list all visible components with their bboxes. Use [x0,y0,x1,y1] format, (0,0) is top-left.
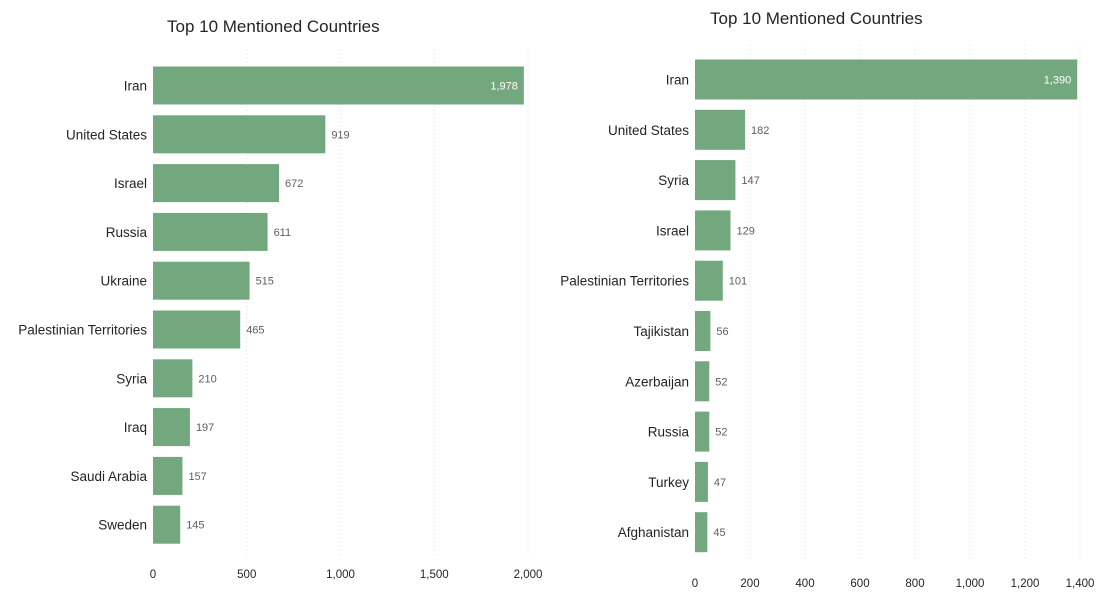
category-label: Palestinian Territories [560,274,689,289]
bar[interactable] [695,160,736,201]
data-label: 52 [715,376,727,388]
category-label: Afghanistan [618,525,689,540]
category-label: Ukraine [100,274,147,289]
x-tick-label: 200 [740,578,759,590]
chart-title-right: Top 10 Mentioned Countries [710,9,923,28]
data-label: 465 [246,325,264,337]
data-label: 1,978 [490,81,518,93]
data-label: 611 [274,227,292,239]
bar[interactable] [153,164,279,203]
data-label: 56 [716,326,728,338]
category-label: Iran [124,79,147,94]
data-label: 129 [736,225,754,237]
data-label: 101 [729,276,747,288]
bar[interactable] [695,59,1078,100]
bar[interactable] [695,109,746,150]
chart-title-left: Top 10 Mentioned Countries [167,17,380,36]
category-label: Azerbaijan [625,374,689,389]
bar[interactable] [153,115,326,154]
bar[interactable] [153,505,181,544]
data-label: 210 [198,373,216,385]
data-label: 47 [714,477,726,489]
x-tick-label: 500 [237,569,256,581]
bar[interactable] [695,512,708,553]
category-label: Saudi Arabia [70,469,147,484]
category-label: Syria [116,371,147,386]
bar[interactable] [695,210,731,251]
data-label: 52 [715,427,727,439]
data-label: 197 [196,422,214,434]
category-label: Iraq [124,420,147,435]
bar[interactable] [153,456,183,495]
data-label: 182 [751,125,769,137]
x-tick-label: 800 [905,578,924,590]
bar[interactable] [695,361,710,402]
category-label: United States [608,123,689,138]
category-label: United States [66,127,147,142]
bar-chart-left: 0 500 1,000 1,500 2,000 Iran 1,978 United State… [18,50,543,581]
category-label: Russia [106,225,148,240]
category-label: Sweden [98,518,147,533]
bar[interactable] [695,411,710,452]
category-label: Turkey [648,475,689,490]
data-label: 515 [256,276,274,288]
bar[interactable] [153,408,190,447]
bar[interactable] [695,260,723,301]
x-tick-label: 1,500 [420,569,449,581]
x-tick-label: 0 [150,569,156,581]
x-tick-label: 400 [795,578,814,590]
data-label: 147 [741,175,759,187]
category-label: Israel [114,176,147,191]
bar[interactable] [153,310,241,349]
bar[interactable] [153,66,524,105]
x-tick-label: 1,400 [1066,578,1095,590]
category-label: Syria [658,173,689,188]
category-label: Israel [656,223,689,238]
data-label: 45 [713,527,725,539]
bar[interactable] [153,359,193,398]
x-tick-label: 0 [692,578,698,590]
bar[interactable] [695,311,711,351]
data-label: 157 [188,471,206,483]
data-label: 145 [186,520,204,532]
x-tick-label: 1,200 [1011,578,1040,590]
bar[interactable] [153,212,268,251]
x-tick-label: 1,000 [956,578,985,590]
category-label: Russia [648,425,690,440]
data-label: 919 [331,129,349,141]
bar-chart-right: 0 200 400 600 800 1,000 1,200 1,400 Iran 1,390 Uni… [560,45,1095,590]
chart-panel-right: 0 200 400 600 800 1,000 1,200 1,400 Iran 1,390 Uni… [560,0,1118,605]
x-tick-label: 2,000 [514,569,543,581]
category-label: Palestinian Territories [18,323,147,338]
chart-panel-left: 0 500 1,000 1,500 2,000 Iran 1,978 United State… [18,17,543,581]
x-tick-label: 1,000 [326,569,355,581]
bar[interactable] [153,261,250,300]
x-tick-label: 600 [850,578,869,590]
data-label: 1,390 [1044,75,1072,87]
data-label: 672 [285,178,303,190]
category-label: Iran [666,73,689,88]
category-label: Tajikistan [633,324,689,339]
bar[interactable] [695,461,708,502]
